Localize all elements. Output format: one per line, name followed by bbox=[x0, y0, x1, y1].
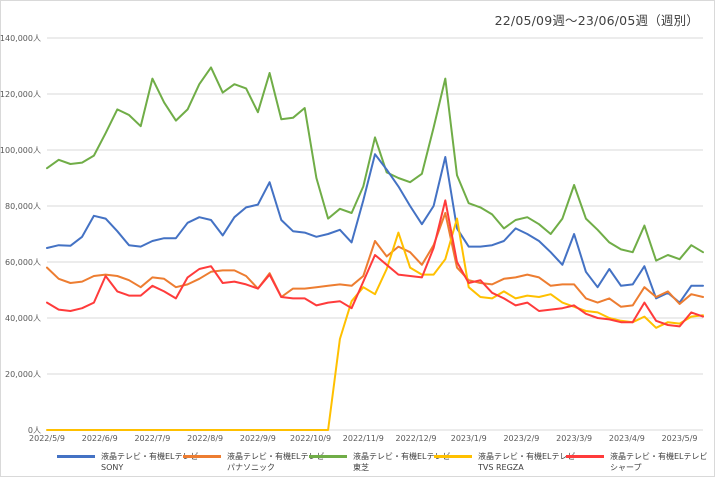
legend-swatch-panasonic bbox=[183, 455, 221, 458]
y-tick-label: 20,000人 bbox=[5, 370, 41, 379]
legend-swatch-toshiba bbox=[309, 455, 347, 458]
legend-label: 液晶テレビ・有機ELテレビ bbox=[478, 452, 576, 461]
y-tick-label: 140,000人 bbox=[0, 34, 41, 43]
legend-label: 液晶テレビ・有機ELテレビ bbox=[353, 452, 451, 461]
legend-label: 液晶テレビ・有機ELテレビ bbox=[610, 452, 708, 461]
x-tick-label: 2022/11/9 bbox=[343, 434, 384, 443]
legend-swatch-sharp bbox=[566, 455, 604, 458]
y-tick-label: 80,000人 bbox=[5, 202, 41, 211]
x-tick-label: 2022/12/9 bbox=[395, 434, 436, 443]
x-tick-label: 2022/5/9 bbox=[29, 434, 65, 443]
y-axis-tick-labels: 0人 20,000人 40,000人 60,000人 80,000人 100,000人 12… bbox=[0, 34, 41, 435]
series-line-tvs-regza bbox=[46, 217, 704, 431]
legend-maker: パナソニック bbox=[227, 463, 275, 472]
gridlines bbox=[47, 37, 703, 431]
series-line-東芝 bbox=[46, 66, 704, 262]
x-tick-label: 2023/4/9 bbox=[609, 434, 645, 443]
series-lines bbox=[46, 66, 704, 431]
legend-maker: シャープ bbox=[610, 463, 642, 472]
chart-title: 22/05/09週～23/06/05週（週別） bbox=[494, 13, 699, 28]
x-tick-label: 2023/3/9 bbox=[556, 434, 592, 443]
x-tick-label: 2022/8/9 bbox=[187, 434, 223, 443]
x-tick-label: 2022/7/9 bbox=[134, 434, 170, 443]
legend-label: 液晶テレビ・有機ELテレビ bbox=[227, 452, 325, 461]
x-tick-label: 2023/2/9 bbox=[503, 434, 539, 443]
legend-maker: 東芝 bbox=[353, 463, 369, 472]
legend-swatch-tvs-regza bbox=[434, 455, 472, 458]
legend-label: 液晶テレビ・有機ELテレビ bbox=[101, 452, 199, 461]
x-tick-label: 2022/9/9 bbox=[240, 434, 276, 443]
series-line-シャープ bbox=[46, 199, 704, 328]
legend-maker: SONY bbox=[101, 463, 124, 472]
x-tick-label: 2023/1/9 bbox=[451, 434, 487, 443]
y-tick-label: 120,000人 bbox=[0, 90, 41, 99]
series-line-パナソニック bbox=[46, 212, 704, 308]
x-axis-tick-labels: 2022/5/9 2022/6/9 2022/7/9 2022/8/9 2022/9/9… bbox=[29, 434, 698, 443]
series-line-sony bbox=[46, 153, 704, 304]
y-tick-label: 40,000人 bbox=[5, 314, 41, 323]
legend-swatch-sony bbox=[57, 455, 95, 458]
y-tick-label: 60,000人 bbox=[5, 258, 41, 267]
legend-maker: TVS REGZA bbox=[478, 463, 524, 472]
y-tick-label: 100,000人 bbox=[0, 146, 41, 155]
x-tick-label: 2023/5/9 bbox=[662, 434, 698, 443]
legend: 液晶テレビ・有機ELテレビ SONY 液晶テレビ・有機ELテレビ パナソニック … bbox=[0, 451, 715, 477]
x-tick-label: 2022/10/9 bbox=[290, 434, 331, 443]
y-tick-label: 0人 bbox=[28, 426, 41, 435]
x-tick-label: 2022/6/9 bbox=[82, 434, 118, 443]
